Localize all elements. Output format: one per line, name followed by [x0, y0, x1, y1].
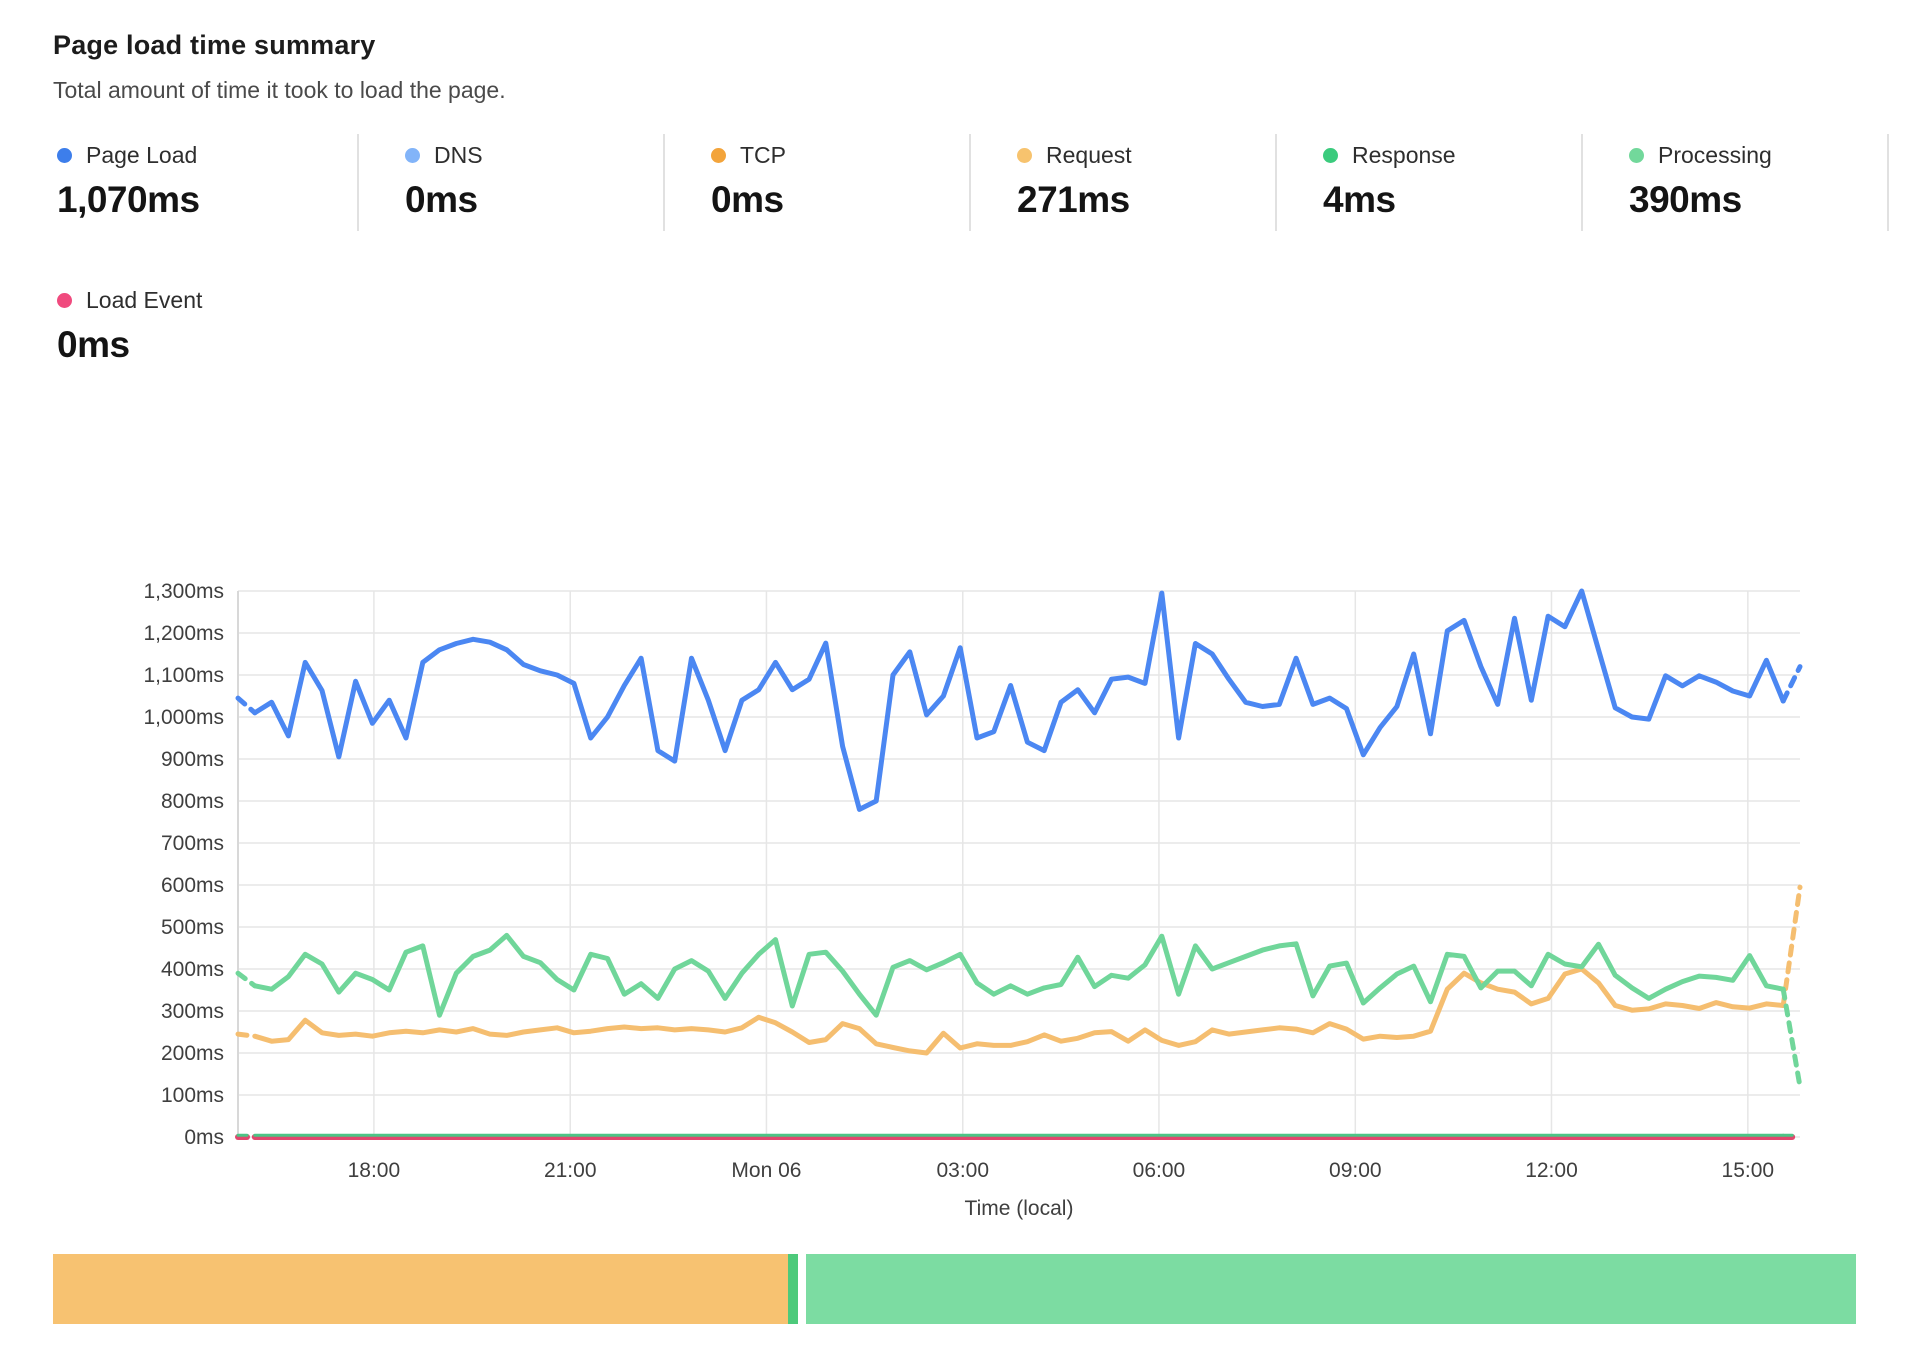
metric-card-page-load[interactable]: Page Load 1,070ms [53, 134, 359, 231]
metric-card-tcp[interactable]: TCP 0ms [665, 134, 971, 231]
y-tick-label: 800ms [161, 790, 224, 813]
y-tick-label: 200ms [161, 1042, 224, 1065]
metric-cards-row-2: Load Event 0ms [53, 279, 1910, 376]
tcp-legend-dot-icon [711, 148, 726, 163]
load-time-line-chart[interactable]: 0ms 100ms 200ms 300ms 400ms 500ms 600ms 700ms 80… [53, 571, 1863, 1231]
metric-label: Processing [1658, 142, 1772, 168]
metric-card-load-event[interactable]: Load Event 0ms [53, 279, 359, 376]
metric-value: 0ms [57, 324, 130, 365]
y-tick-label: 1,000ms [143, 706, 224, 729]
segment-green-divider[interactable] [788, 1254, 798, 1324]
x-tick-label: 03:00 [936, 1159, 989, 1182]
metric-label: DNS [434, 142, 483, 168]
metric-value: 1,070ms [57, 179, 200, 220]
y-tick-label: 1,100ms [143, 664, 224, 687]
metric-label: Page Load [86, 142, 198, 168]
metric-cards-row: Page Load 1,070ms DNS 0ms TCP 0ms Reques… [53, 134, 1910, 231]
page-load-legend-dot-icon [57, 148, 72, 163]
metric-card-response[interactable]: Response 4ms [1277, 134, 1583, 231]
y-tick-label: 100ms [161, 1084, 224, 1107]
request-line-dashed-end [1780, 884, 1803, 1008]
processing-legend-dot-icon [1629, 148, 1644, 163]
metric-label: Response [1352, 142, 1456, 168]
metric-label: Load Event [86, 287, 203, 313]
processing-line-dashed-start [235, 970, 258, 989]
segment-orange[interactable] [53, 1254, 789, 1324]
page-load-line-dashed-end [1780, 664, 1803, 704]
y-tick-label: 400ms [161, 958, 224, 981]
metric-label: Request [1046, 142, 1132, 168]
y-tick-label: 500ms [161, 916, 224, 939]
request-legend-dot-icon [1017, 148, 1032, 163]
processing-line-dashed-end [1780, 986, 1803, 1090]
segment-green[interactable] [806, 1254, 1856, 1324]
metric-value: 390ms [1629, 179, 1742, 220]
segment-gap[interactable] [797, 1254, 807, 1324]
metric-card-request[interactable]: Request 271ms [971, 134, 1277, 231]
metric-value: 0ms [405, 179, 478, 220]
page-load-line-dashed-start [235, 695, 258, 716]
y-tick-label: 300ms [161, 1000, 224, 1023]
metric-card-processing[interactable]: Processing 390ms [1583, 134, 1889, 231]
x-tick-label: 15:00 [1722, 1159, 1775, 1182]
timeline-status-bar [53, 1254, 1856, 1324]
y-tick-label: 1,200ms [143, 622, 224, 645]
x-tick-label: 18:00 [348, 1159, 401, 1182]
processing-line [252, 932, 1786, 1018]
x-tick-label: 12:00 [1525, 1159, 1578, 1182]
metric-value: 0ms [711, 179, 784, 220]
x-tick-label: 09:00 [1329, 1159, 1382, 1182]
page-subtitle: Total amount of time it took to load the… [53, 77, 506, 103]
y-tick-label: 0ms [184, 1126, 224, 1149]
x-tick-label: 21:00 [544, 1159, 597, 1182]
metric-value: 271ms [1017, 179, 1130, 220]
request-line [252, 966, 1786, 1056]
page-load-line [252, 588, 1786, 812]
x-tick-label: 06:00 [1133, 1159, 1186, 1182]
request-line-dashed-start [235, 1031, 258, 1039]
response-legend-dot-icon [1323, 148, 1338, 163]
metric-card-dns[interactable]: DNS 0ms [359, 134, 665, 231]
page-title: Page load time summary [53, 30, 376, 60]
y-tick-label: 600ms [161, 874, 224, 897]
y-tick-label: 700ms [161, 832, 224, 855]
metric-label: TCP [740, 142, 786, 168]
chart-area: 0ms 100ms 200ms 300ms 400ms 500ms 600ms 700ms 80… [53, 571, 1910, 1231]
dns-legend-dot-icon [405, 148, 420, 163]
y-tick-label: 900ms [161, 748, 224, 771]
page-load-summary-panel: Page load time summary Total amount of t… [53, 30, 1910, 1324]
x-tick-label: Mon 06 [731, 1159, 801, 1182]
load-event-legend-dot-icon [57, 293, 72, 308]
y-tick-label: 1,300ms [143, 580, 224, 603]
metric-value: 4ms [1323, 179, 1396, 220]
x-axis-title: Time (local) [965, 1197, 1074, 1220]
